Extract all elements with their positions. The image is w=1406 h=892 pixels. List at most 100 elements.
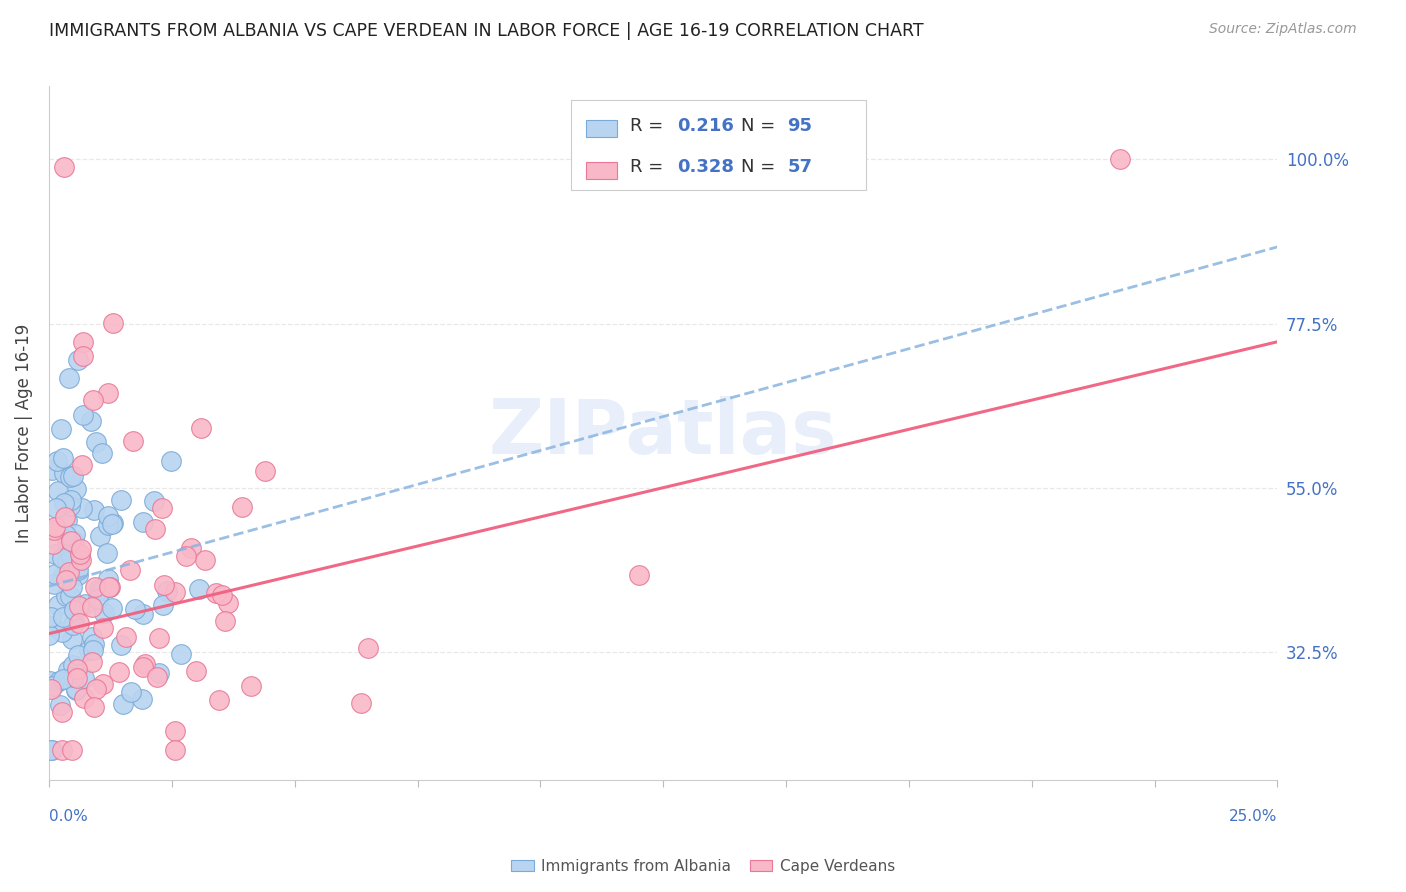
Point [349, 697, 371, 711]
Point [42, 537, 65, 551]
Point [39, 743, 62, 757]
Point [150, 501, 173, 516]
Point [152, 599, 174, 613]
Point [51, 743, 73, 757]
Point [69, 547, 91, 561]
Point [107, 665, 129, 679]
Point [67, 648, 90, 663]
Point [152, 578, 174, 592]
Point [69, 549, 91, 563]
Point [65, 671, 87, 685]
Point [84, 682, 107, 697]
Point [82, 643, 104, 657]
Point [65, 681, 87, 696]
Text: Source: ZipAtlas.com: Source: ZipAtlas.com [1209, 22, 1357, 37]
Point [163, 723, 186, 738]
Point [91, 621, 114, 635]
Point [48, 673, 70, 688]
Point [44, 577, 66, 591]
Point [56, 535, 79, 549]
Point [48, 698, 70, 712]
Point [52, 160, 75, 174]
Y-axis label: In Labor Force | Age 16-19: In Labor Force | Age 16-19 [15, 323, 32, 542]
Point [98, 580, 121, 594]
Point [56, 555, 79, 569]
Point [45, 500, 67, 515]
Text: N =: N = [741, 117, 780, 135]
Point [65, 683, 87, 698]
Point [66, 563, 89, 577]
Point [120, 685, 142, 699]
Point [93, 606, 115, 620]
Point [69, 553, 91, 567]
Point [62, 542, 84, 557]
Point [39, 681, 62, 696]
Point [240, 679, 263, 693]
Point [254, 464, 277, 478]
Point [66, 662, 89, 676]
Point [63, 602, 86, 616]
Text: R =: R = [630, 158, 669, 176]
Point [143, 494, 166, 508]
Point [93, 677, 115, 691]
Point [163, 585, 186, 599]
Point [194, 553, 217, 567]
Point [83, 503, 105, 517]
Point [110, 493, 132, 508]
Point [101, 517, 124, 532]
Point [56, 513, 79, 527]
Text: R =: R = [630, 117, 669, 135]
Point [59, 549, 82, 564]
Point [184, 665, 207, 679]
Point [115, 630, 138, 644]
Point [67, 599, 90, 613]
Point [38, 628, 60, 642]
Point [53, 509, 76, 524]
Point [62, 657, 84, 672]
Text: IMMIGRANTS FROM ALBANIA VS CAPE VERDEAN IN LABOR FORCE | AGE 16-19 CORRELATION C: IMMIGRANTS FROM ALBANIA VS CAPE VERDEAN … [49, 22, 924, 40]
Point [165, 743, 187, 757]
Point [124, 602, 146, 616]
Point [1109, 153, 1132, 167]
Text: 95: 95 [787, 117, 813, 135]
Point [627, 568, 650, 582]
Point [205, 586, 228, 600]
Point [87, 582, 110, 597]
Point [84, 580, 107, 594]
Point [41, 463, 63, 477]
Point [97, 518, 120, 533]
Point [52, 466, 75, 480]
Point [48, 483, 70, 498]
Text: ZIPatlas: ZIPatlas [489, 396, 838, 470]
Point [80, 655, 103, 669]
Point [67, 615, 90, 630]
Point [67, 555, 90, 569]
Point [55, 528, 77, 542]
Point [51, 550, 73, 565]
Point [100, 601, 122, 615]
Point [55, 573, 77, 587]
Point [60, 743, 83, 757]
Point [42, 679, 65, 693]
Point [58, 371, 80, 385]
Text: 0.216: 0.216 [676, 117, 734, 135]
Text: 0.328: 0.328 [676, 158, 734, 176]
Point [134, 657, 156, 671]
Point [97, 580, 120, 594]
Point [156, 583, 179, 598]
Point [51, 422, 73, 436]
Point [214, 614, 236, 628]
Text: 57: 57 [787, 158, 813, 176]
Point [60, 580, 83, 594]
Point [65, 483, 87, 497]
Point [62, 618, 84, 632]
Point [51, 570, 73, 584]
Point [122, 434, 145, 448]
Point [112, 698, 135, 712]
Point [101, 516, 124, 530]
Point [176, 549, 198, 563]
Point [51, 705, 73, 719]
Point [72, 500, 94, 515]
Point [41, 619, 63, 633]
Point [70, 541, 93, 556]
